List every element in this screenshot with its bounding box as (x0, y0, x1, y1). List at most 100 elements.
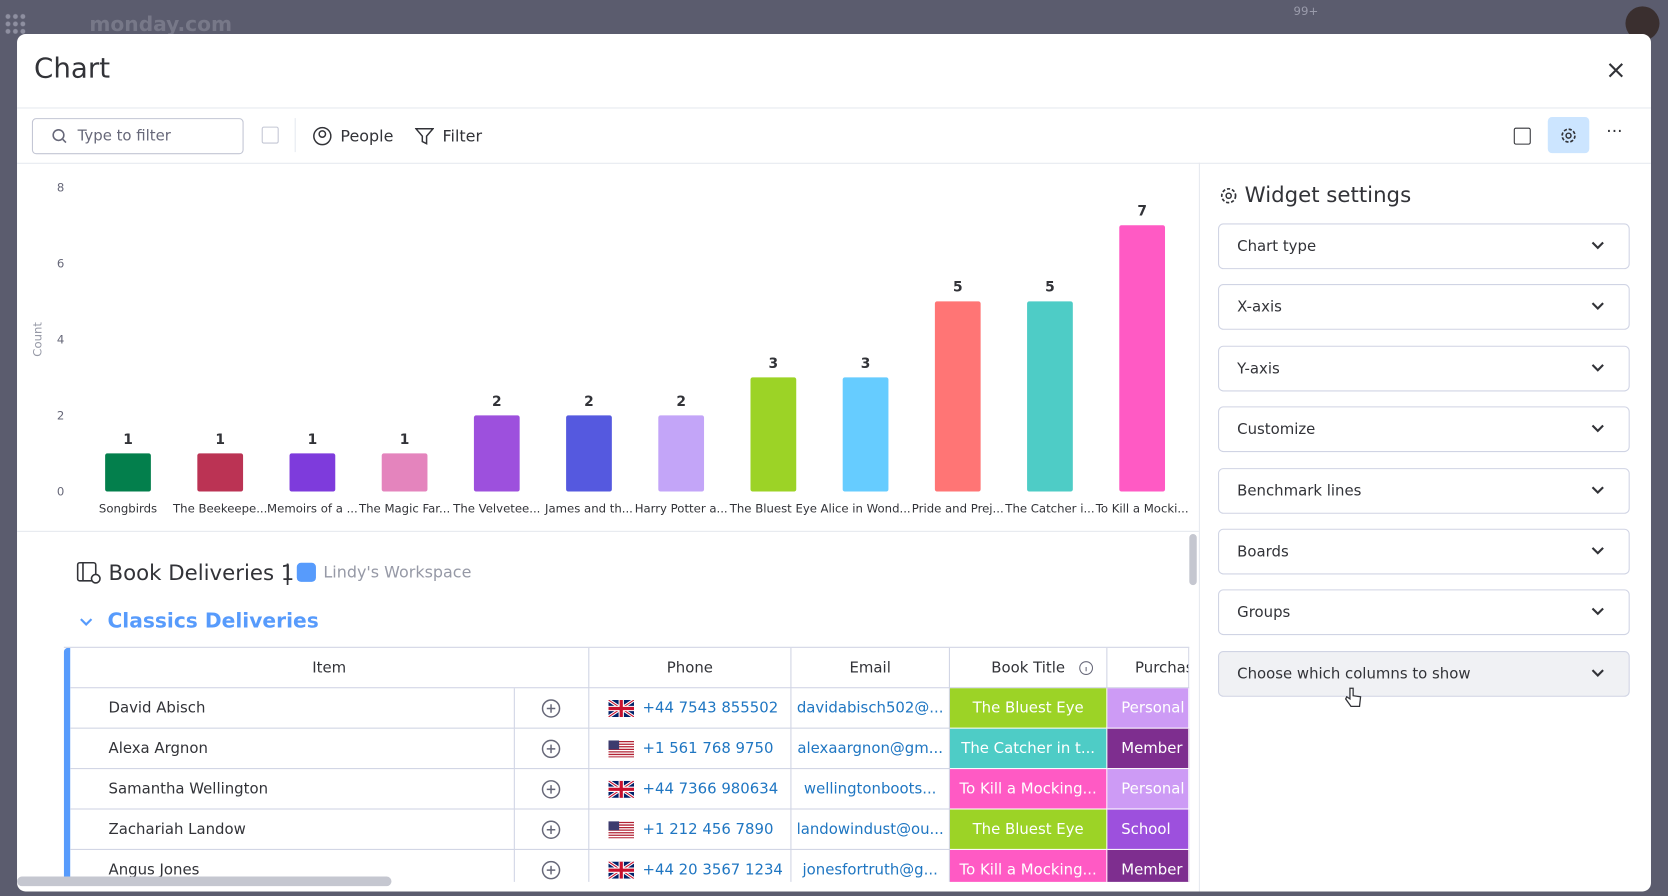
value-label: 2 (584, 394, 594, 410)
phone-cell[interactable]: +1 212 456 7890 (589, 809, 792, 850)
dropdown[interactable]: Benchmark lines (1218, 467, 1630, 514)
purchase-type[interactable]: Member (1107, 728, 1190, 770)
dropdown[interactable]: Choose which columns to show (1218, 650, 1630, 697)
x-tick-label: Memoirs of a ... (267, 502, 358, 516)
more-button[interactable]: ··· (1606, 121, 1623, 142)
item-name[interactable]: Samantha Wellington (70, 769, 515, 810)
book-title[interactable]: The Bluest Eye (949, 809, 1108, 850)
collapse-icon[interactable] (79, 617, 94, 628)
purchase-type[interactable]: Personal (1107, 769, 1190, 810)
phone-number[interactable]: +44 7543 855502 (642, 699, 779, 717)
flag (608, 699, 635, 717)
chevron (1591, 608, 1604, 616)
email[interactable]: landowindust@ou... (791, 809, 950, 850)
bar (566, 415, 612, 492)
purchase-type[interactable]: School (1107, 809, 1190, 850)
y-tick-label: 0 (57, 485, 64, 499)
board-icon (76, 561, 101, 584)
divider (17, 107, 1651, 109)
chevron (1591, 669, 1604, 677)
panel-title: Widget settings (1244, 181, 1412, 208)
y-axis-label: Count (30, 322, 44, 357)
value-label: 2 (492, 394, 502, 410)
book-title[interactable]: To Kill a Mocking... (949, 769, 1108, 810)
flag (608, 740, 635, 758)
info-icon[interactable] (1079, 661, 1094, 676)
filter-button[interactable]: Filter (442, 126, 483, 146)
bar (197, 453, 244, 492)
phone-cell[interactable]: +44 7366 980634 (589, 769, 792, 810)
book-title[interactable]: To Kill a Mocking... (949, 849, 1108, 882)
updates-cell[interactable] (514, 728, 590, 770)
book-title[interactable]: The Catcher in t... (949, 728, 1108, 770)
dropdown[interactable]: Chart type (1218, 223, 1630, 270)
value-label: 2 (676, 394, 686, 410)
updates-cell[interactable] (514, 769, 590, 810)
phone-number[interactable]: +1 561 768 9750 (642, 740, 774, 758)
layout-button[interactable] (1513, 127, 1531, 145)
bar (658, 415, 705, 492)
updates-icon (541, 780, 561, 799)
scrollbar[interactable] (1189, 534, 1197, 586)
filter-icon (414, 127, 435, 145)
phone-cell[interactable]: +1 561 768 9750 (589, 728, 792, 770)
email[interactable]: jonesfortruth@g... (791, 849, 950, 882)
phone-cell[interactable]: +44 7543 855502 (589, 688, 792, 729)
updates-cell[interactable] (515, 849, 590, 882)
column-header[interactable]: Phone (589, 647, 792, 689)
people-button[interactable]: People (340, 126, 394, 146)
email[interactable]: wellingtonboots... (791, 769, 950, 810)
group-title: Classics Deliveries (107, 609, 319, 633)
updates-icon (541, 820, 561, 840)
x-tick-label: The Catcher i... (1004, 502, 1094, 516)
phone-cell[interactable]: +44 20 3567 1234 (589, 849, 792, 882)
phone-number[interactable]: +1 212 456 7890 (642, 821, 774, 839)
workspace-icon (296, 562, 316, 582)
cursor (1344, 687, 1362, 707)
item-name[interactable]: Zachariah Landow (70, 809, 515, 850)
close-button[interactable] (1608, 63, 1624, 78)
bar (1027, 301, 1073, 492)
email[interactable]: davidabisch502@... (791, 688, 950, 729)
apps-icon[interactable] (4, 12, 26, 35)
book-title[interactable]: The Bluest Eye (949, 688, 1108, 729)
x-tick-label: Alice in Wond... (820, 502, 910, 516)
settings-button[interactable] (1547, 117, 1590, 154)
search-box[interactable]: Type to filter (31, 118, 244, 155)
bar (1119, 225, 1166, 492)
bar (750, 377, 797, 492)
bar (934, 301, 981, 492)
purchase-type[interactable]: Personal (1107, 688, 1190, 729)
email[interactable]: alexaargnon@gm... (791, 728, 950, 770)
separator: | (284, 559, 292, 586)
x-tick-label: James and th... (544, 502, 633, 516)
item-name[interactable]: Angus Jones (70, 849, 515, 882)
save-icon[interactable] (261, 126, 279, 144)
scrollbar[interactable] (17, 876, 392, 887)
x-tick-label: The Magic Far... (358, 502, 450, 516)
item-name[interactable]: David Abisch (70, 688, 515, 729)
updates-cell[interactable] (514, 809, 590, 850)
updates-cell[interactable] (514, 688, 590, 729)
board-name: Book Deliveries 1 (108, 559, 295, 586)
value-label: 7 (1137, 204, 1147, 220)
y-tick-label: 6 (57, 257, 64, 271)
dropdown[interactable]: Y-axis (1218, 345, 1630, 392)
item-name[interactable]: Alexa Argnon (70, 728, 515, 770)
purchase-type[interactable]: Member (1107, 849, 1190, 882)
x-tick-label: Harry Potter a... (635, 502, 728, 516)
dropdown[interactable]: Boards (1218, 528, 1630, 575)
column-header[interactable]: Book Title (949, 647, 1108, 689)
dropdown[interactable]: Customize (1218, 406, 1630, 453)
workspace-name[interactable]: Lindy's Workspace (323, 562, 472, 582)
column-header[interactable]: Email (791, 647, 950, 689)
column-header[interactable]: Item (70, 647, 590, 689)
y-tick-label: 2 (57, 409, 64, 423)
phone-number[interactable]: +44 20 3567 1234 (642, 861, 783, 879)
phone-number[interactable]: +44 7366 980634 (642, 780, 779, 798)
dropdown[interactable]: Groups (1218, 589, 1630, 636)
column-header[interactable]: Purchas (1107, 647, 1190, 689)
dropdown[interactable]: X-axis (1218, 284, 1630, 331)
settings-icon (1220, 187, 1237, 204)
